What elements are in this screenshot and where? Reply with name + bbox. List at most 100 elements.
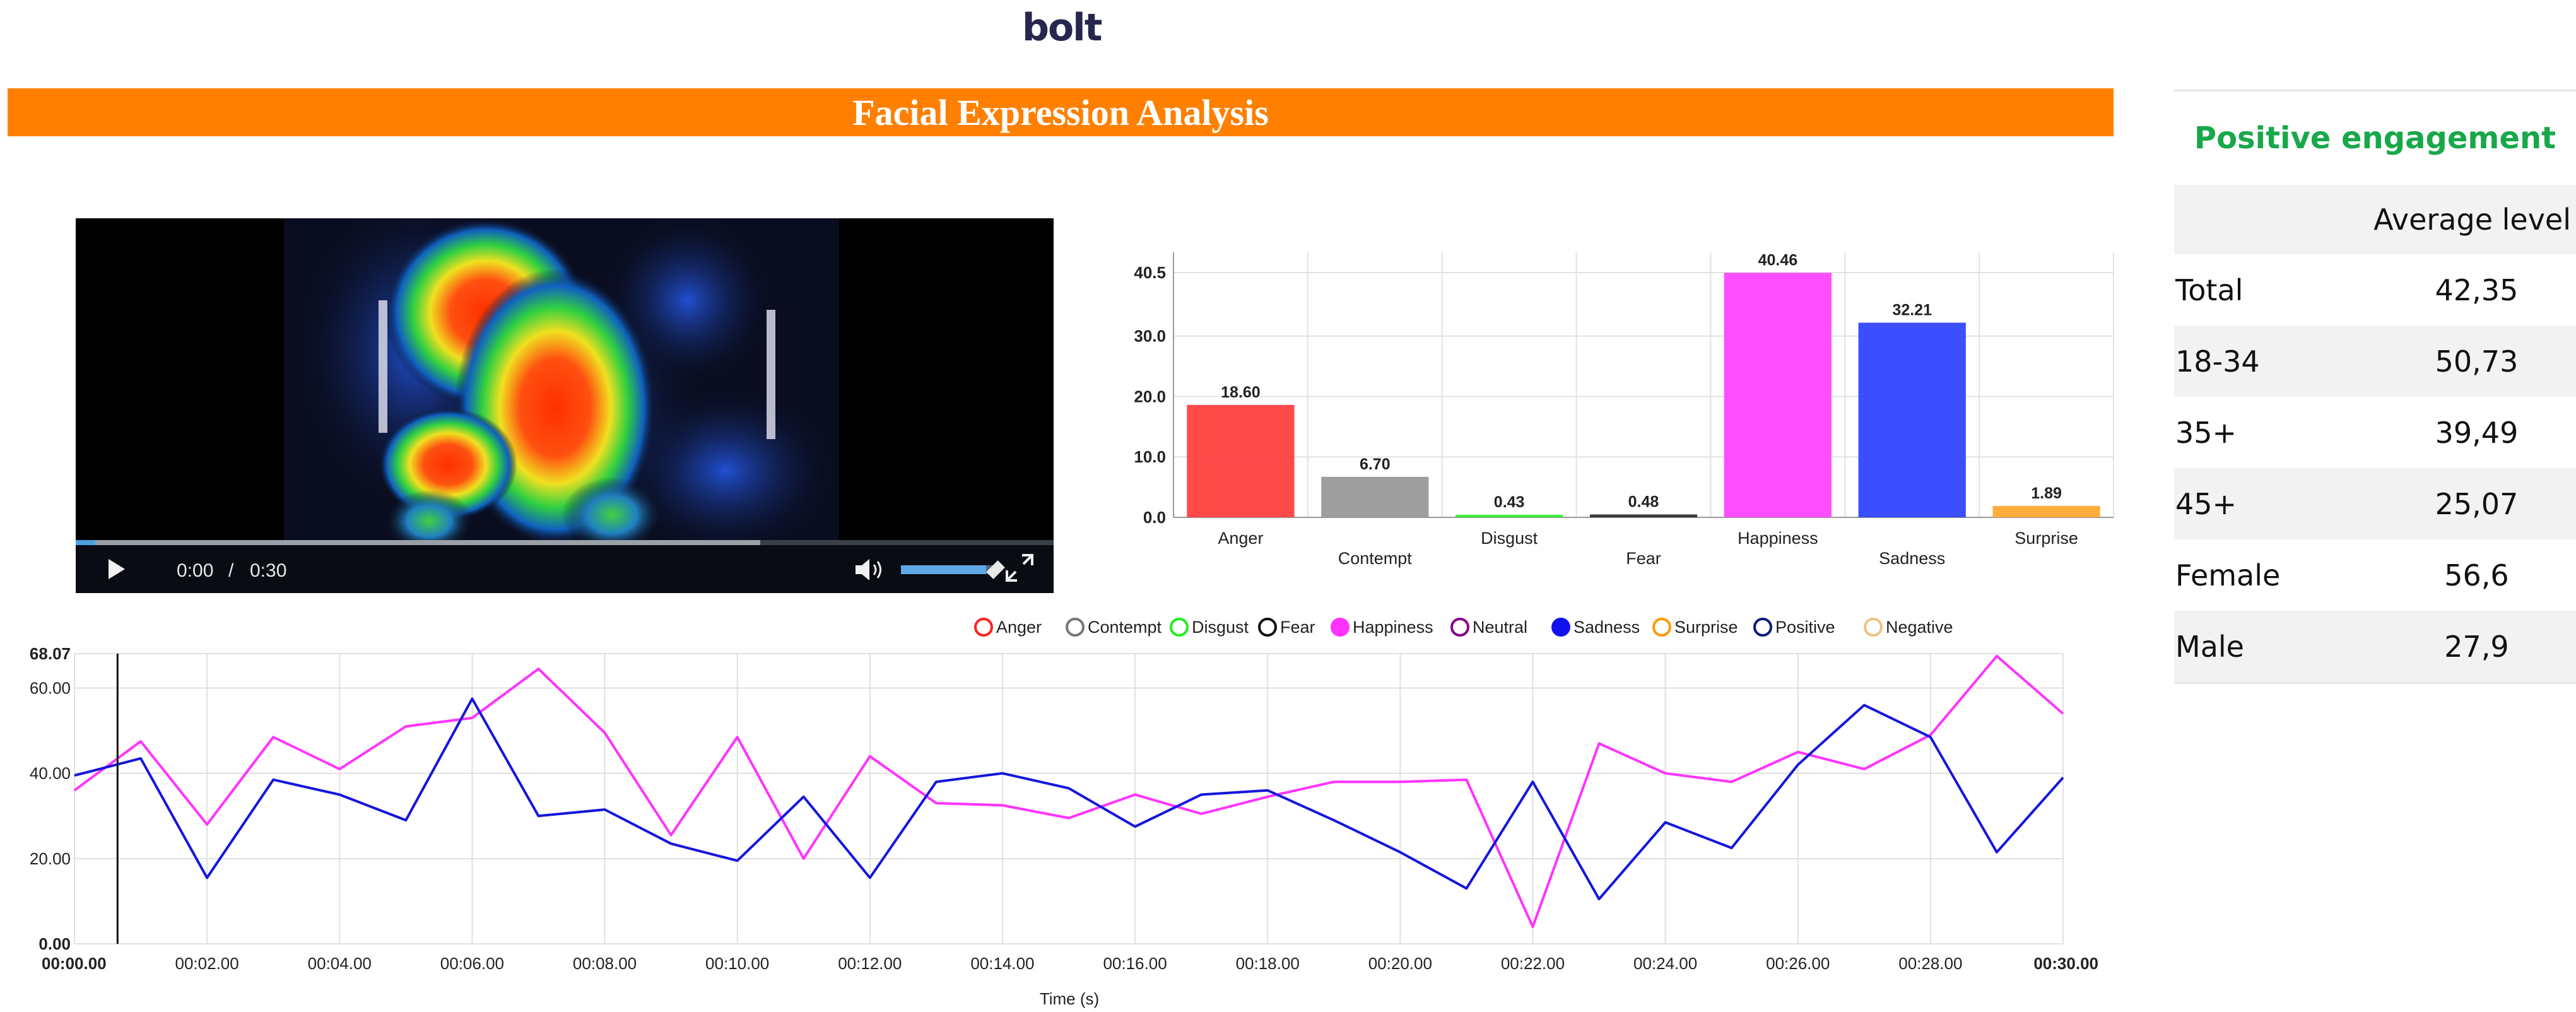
x-category-label: Surprise: [2014, 529, 2078, 548]
x-tick-label: 00:02.00: [175, 954, 239, 973]
table-row: Male 27,9: [2174, 611, 2576, 682]
x-tick-label: 00:28.00: [1898, 954, 1962, 973]
table-row: Female 56,6: [2174, 539, 2576, 611]
emotion-bar-chart: 0.0 10.0 20.0 30.0 40.5 18.60 Anger 6.70 Contemp…: [1134, 251, 2114, 568]
row-value: 39,49: [2435, 415, 2519, 450]
y-tick-label: 30.0: [1134, 327, 1166, 346]
legend-label: Contempt: [1088, 618, 1162, 637]
legend-marker: [1170, 618, 1189, 637]
legend-label: Happiness: [1353, 618, 1433, 637]
legend-label: Neutral: [1473, 618, 1527, 637]
engagement-title: Positive engagement: [2174, 90, 2576, 185]
y-tick-label: 10.0: [1134, 447, 1166, 466]
series-line-happiness: [73, 654, 2064, 928]
y-tick-label: 20.0: [1134, 387, 1166, 406]
x-axis-title: Time (s): [1040, 989, 1099, 1008]
bar-value-label: 6.70: [1360, 456, 1391, 473]
volume-slider[interactable]: [901, 560, 1005, 579]
bar: [1589, 514, 1698, 517]
seek-bar[interactable]: [76, 540, 1054, 545]
bar-value-label: 32.21: [1892, 301, 1932, 319]
x-tick-label: 00:06.00: [440, 954, 504, 973]
legend-marker: [1450, 618, 1469, 637]
volume-handle[interactable]: [986, 560, 1005, 579]
legend-label: Fear: [1280, 618, 1315, 637]
engagement-rows: Total 42,35 18-34 50,73 35+ 39,49 45+ 25,07 Fema…: [2174, 254, 2576, 684]
bolt-logo: bolt: [1022, 6, 1102, 50]
volume-level: [901, 565, 986, 574]
x-tick-label: 00:04.00: [308, 954, 372, 973]
x-category-label: Contempt: [1338, 549, 1413, 568]
legend-label: Negative: [1886, 618, 1953, 637]
x-tick-label: 00:24.00: [1633, 954, 1697, 973]
video-player[interactable]: 0:00 / 0:30: [76, 218, 1054, 593]
y-tick-label: 20.00: [30, 849, 71, 868]
legend-marker: [1753, 618, 1772, 637]
legend-label: Surprise: [1674, 618, 1738, 637]
row-label: 45+: [2175, 486, 2237, 521]
legend-label: Anger: [996, 618, 1042, 637]
volume-button[interactable]: [853, 555, 888, 589]
table-row: 35+ 39,49: [2174, 397, 2576, 468]
volume-icon: [856, 559, 881, 580]
emotion-timeline-chart: Anger Contempt Disgust Fear Happiness Neutral…: [30, 618, 2098, 1008]
legend-label: Positive: [1775, 618, 1835, 637]
bar: [1456, 514, 1563, 517]
bar-value-label: 18.60: [1221, 384, 1261, 401]
x-category-label: Happiness: [1738, 529, 1818, 548]
x-tick-label: 00:14.00: [970, 954, 1034, 973]
bar: [1321, 476, 1429, 517]
x-category-label: Disgust: [1481, 529, 1538, 548]
y-tick-label: 0.00: [38, 934, 71, 953]
legend-marker: [974, 618, 993, 637]
table-row: 18-34 50,73: [2174, 326, 2576, 397]
heatmap-video-frame: [284, 218, 839, 559]
bar-value-label: 0.43: [1494, 493, 1525, 511]
x-tick-label: 00:00.00: [42, 954, 107, 973]
seek-played: [76, 540, 95, 545]
y-tick-label: 68.07: [30, 644, 71, 663]
engagement-table: Positive engagement Average level Total 4…: [2174, 90, 2576, 684]
y-tick-label: 40.5: [1134, 263, 1166, 282]
engagement-column-header: Average level: [2174, 185, 2576, 254]
x-category-label: Sadness: [1879, 549, 1945, 568]
bar-value-label: 1.89: [2031, 485, 2062, 502]
legend-marker: [1258, 618, 1277, 637]
page-title: Facial Expression Analysis: [852, 91, 1269, 133]
x-tick-label: 00:22.00: [1501, 954, 1565, 973]
x-tick-label: 00:12.00: [838, 954, 902, 973]
row-value: 56,6: [2444, 558, 2509, 592]
legend-label: Disgust: [1192, 618, 1249, 637]
bar-value-label: 0.48: [1628, 493, 1659, 510]
x-tick-label: 00:08.00: [573, 954, 637, 973]
fullscreen-button[interactable]: [1003, 551, 1036, 589]
x-tick-label: 00:30.00: [2033, 954, 2098, 973]
row-value: 42,35: [2435, 273, 2519, 307]
duration: 0:30: [250, 560, 287, 581]
seek-buffered: [76, 540, 760, 545]
row-value: 50,73: [2435, 344, 2519, 379]
bar-value-label: 40.46: [1758, 251, 1798, 269]
x-tick-label: 00:10.00: [705, 954, 769, 973]
row-value: 25,07: [2435, 486, 2519, 521]
x-category-label: Fear: [1626, 549, 1661, 568]
x-tick-label: 00:26.00: [1766, 954, 1830, 973]
legend-marker: [1331, 618, 1350, 637]
play-button[interactable]: [103, 555, 129, 588]
video-controls: 0:00 / 0:30: [76, 540, 1054, 593]
y-tick-label: 60.00: [30, 679, 71, 698]
row-label: 35+: [2175, 415, 2237, 450]
row-label: 18-34: [2175, 344, 2260, 379]
table-row: 45+ 25,07: [2174, 468, 2576, 539]
x-tick-label: 00:18.00: [1236, 954, 1300, 973]
time-separator: /: [228, 560, 234, 581]
legend-marker: [1652, 618, 1671, 637]
heatmap-overlay: [290, 218, 839, 559]
legend-marker: [1066, 618, 1085, 637]
x-tick-label: 00:20.00: [1368, 954, 1432, 973]
legend-label: Sadness: [1573, 618, 1640, 637]
row-value: 27,9: [2444, 629, 2509, 664]
bar: [1858, 322, 1966, 517]
legend-marker: [1551, 618, 1570, 637]
current-time: 0:00: [177, 560, 214, 581]
